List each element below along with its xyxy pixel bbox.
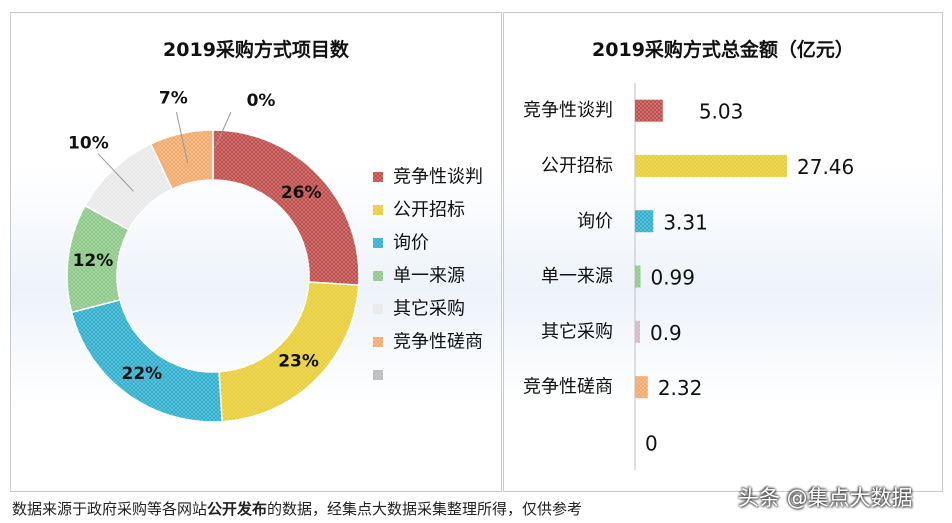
bar (635, 320, 640, 343)
pie-chart-panel: 2019采购方式项目数 26% 23% 22% 12% 10% 7% 0% 竞争性谈判公开招标… (10, 12, 502, 492)
legend-swatch (373, 271, 383, 281)
bar (635, 265, 641, 288)
donut-slice (70, 298, 223, 423)
bar-chart-panel: 2019采购方式总金额（亿元） 竞争性谈判 5.03 公开招标 27.46 询价 3.31… (503, 12, 943, 492)
slice-percent-label: 23% (278, 352, 319, 372)
legend-label: 询价 (393, 233, 429, 254)
bar-value-label: 5.03 (699, 100, 744, 124)
slice-percent-label: 26% (281, 183, 322, 203)
category-label: 公开招标 (541, 155, 613, 176)
category-label: 单一来源 (541, 266, 613, 287)
bar-chart: 竞争性谈判 5.03 公开招标 27.46 询价 3.31 单一来源 0.99 其它采购 0.9 竞… (523, 83, 854, 471)
category-label: 询价 (577, 211, 613, 232)
bar-value-label: 0.9 (650, 321, 682, 345)
legend-swatch (373, 304, 383, 314)
slice-percent-label: 12% (73, 251, 114, 271)
legend-swatch (373, 337, 383, 347)
category-label: 其它采购 (541, 321, 613, 342)
bar (635, 99, 663, 122)
legend-label: 竞争性谈判 (393, 167, 483, 188)
donut-slice (212, 129, 360, 286)
leader-line (214, 111, 232, 149)
legend-label: 单一来源 (393, 266, 465, 287)
data-source-note: 数据来源于政府采购等各网站公开发布的数据，经集点大数据采集整理所得，仅供参考 (12, 498, 582, 519)
footer-suffix: 的数据，经集点大数据采集整理所得，仅供参考 (267, 500, 583, 518)
pie-chart-title: 2019采购方式项目数 (163, 39, 349, 61)
slice-percent-label: 0% (247, 91, 276, 111)
bar-value-label: 0.99 (650, 266, 695, 290)
bar (635, 376, 648, 399)
leader-line (97, 153, 134, 192)
bar-chart-title: 2019采购方式总金额（亿元） (592, 39, 854, 61)
legend-swatch (373, 205, 383, 215)
bar-value-label: 2.32 (658, 376, 703, 400)
legend-swatch (373, 238, 383, 248)
category-label: 竞争性磋商 (523, 377, 613, 398)
slice-percent-label: 10% (68, 133, 109, 153)
bar (635, 154, 787, 177)
legend-swatch (373, 172, 383, 182)
legend-label: 竞争性磋商 (393, 332, 483, 353)
bar-value-label: 0 (645, 431, 658, 455)
leader-line (175, 111, 189, 163)
slice-percent-label: 7% (159, 88, 188, 108)
bar (635, 210, 654, 233)
footer-prefix: 数据来源于政府采购等各网站 (12, 500, 208, 518)
slice-percent-label: 22% (122, 364, 163, 384)
bar-value-label: 3.31 (663, 210, 708, 234)
watermark: 头条 @集点大数据 (738, 486, 913, 510)
legend-label: 其它采购 (393, 299, 465, 320)
legend-swatch (373, 370, 383, 380)
footer-bold: 公开发布 (207, 500, 268, 518)
category-label: 竞争性谈判 (523, 100, 613, 121)
bar-value-label: 27.46 (797, 155, 854, 179)
donut-chart: 26% 23% 22% 12% 10% 7% 0% 竞争性谈判公开招标询价单一来源其它采购竞争… (66, 88, 483, 423)
legend-label: 公开招标 (393, 200, 465, 221)
donut-slice (149, 129, 214, 191)
